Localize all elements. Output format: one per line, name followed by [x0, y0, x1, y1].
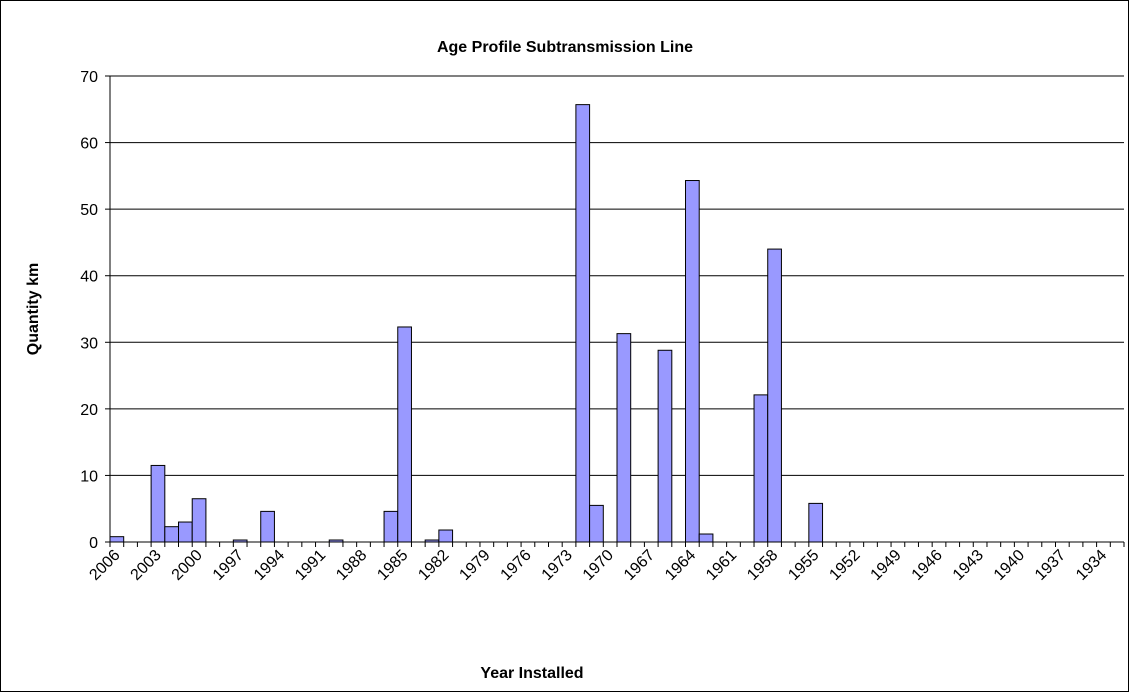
bar	[109, 536, 125, 543]
x-axis-label: Year Installed	[480, 665, 583, 682]
bar	[808, 502, 824, 543]
bar	[753, 394, 769, 543]
bar	[397, 326, 412, 543]
y-tick-label: 50	[80, 202, 98, 219]
bar	[191, 498, 207, 543]
bar	[150, 464, 166, 543]
bar	[260, 510, 275, 543]
bar	[438, 529, 454, 543]
y-axis-label: Quantity km	[25, 263, 42, 355]
bar	[575, 104, 591, 543]
y-tick-label: 30	[80, 335, 98, 352]
bar	[616, 333, 632, 543]
y-tick-label: 0	[89, 535, 98, 552]
bar	[657, 349, 673, 543]
bar	[767, 248, 782, 543]
y-tick-label: 20	[80, 402, 98, 419]
bar	[685, 180, 700, 543]
bar	[589, 504, 604, 543]
y-tick-label: 70	[80, 69, 98, 86]
bar	[178, 521, 193, 543]
bar	[383, 510, 399, 543]
y-tick-label: 10	[80, 468, 98, 485]
chart-title: Age Profile Subtransmission Line	[437, 39, 693, 56]
y-tick-label: 40	[80, 269, 98, 286]
bar	[698, 533, 714, 543]
y-tick-label: 60	[80, 136, 98, 153]
bar	[164, 526, 180, 543]
